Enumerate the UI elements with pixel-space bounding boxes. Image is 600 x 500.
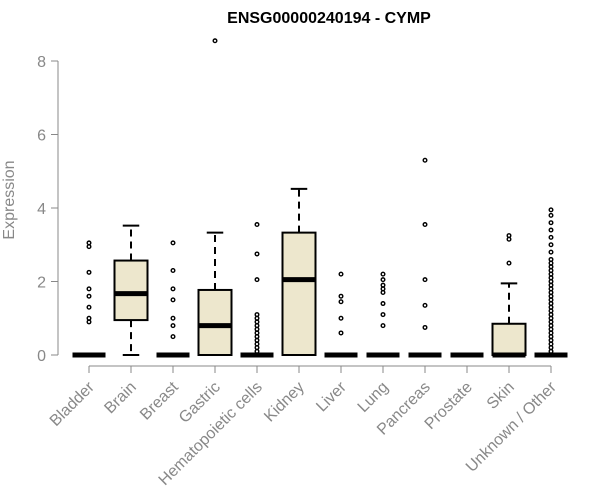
x-tick-label: Breast	[137, 378, 182, 423]
outlier-point	[548, 220, 554, 226]
outlier-point	[422, 157, 428, 163]
outlier-point	[254, 277, 260, 283]
box-rect	[281, 231, 317, 356]
outlier-point	[170, 323, 176, 329]
y-tick-label: 4	[37, 201, 46, 218]
box-unknown-other	[534, 207, 568, 358]
outlier-point	[170, 297, 176, 303]
outlier-point	[86, 293, 92, 299]
outlier-point	[170, 267, 176, 273]
y-tick-label: 0	[37, 348, 46, 365]
outlier-point	[338, 299, 344, 305]
outlier-point	[338, 315, 344, 321]
outlier-point	[422, 277, 428, 283]
outlier-point	[380, 312, 386, 318]
box-rect	[197, 288, 233, 357]
outlier-point	[548, 207, 554, 213]
outlier-point	[380, 282, 386, 288]
outlier-point	[548, 242, 554, 248]
outlier-point	[506, 260, 512, 266]
outlier-point	[422, 222, 428, 228]
outlier-point	[380, 301, 386, 307]
outlier-point	[254, 251, 260, 257]
box-gastric	[197, 38, 233, 357]
box-kidney	[281, 187, 317, 356]
outlier-point	[380, 271, 386, 277]
outlier-point	[548, 256, 554, 262]
box-breast	[156, 240, 190, 358]
outlier-point	[170, 334, 176, 340]
y-tick-label: 8	[37, 54, 46, 71]
y-axis: 0 2 4 6 8	[37, 54, 59, 365]
box-rect	[113, 259, 149, 322]
x-tick-label: Bladder	[47, 378, 98, 429]
outlier-point	[338, 293, 344, 299]
outlier-point	[548, 212, 554, 218]
box-group	[72, 38, 568, 358]
outlier-point	[548, 227, 554, 233]
y-tick-label: 2	[37, 275, 46, 292]
outlier-point	[254, 312, 260, 318]
outlier-point	[422, 302, 428, 308]
outlier-point	[254, 222, 260, 228]
outlier-point	[86, 286, 92, 292]
outlier-point	[170, 315, 176, 321]
outlier-point	[170, 286, 176, 292]
x-tick-label: Brain	[101, 379, 139, 417]
y-axis-label: Expression	[1, 160, 18, 239]
x-tick-label: Kidney	[261, 379, 308, 426]
box-hematopoietic-cells	[240, 222, 274, 358]
box-brain	[113, 224, 149, 356]
box-skin	[491, 233, 527, 358]
outlier-point	[170, 240, 176, 246]
box-liver	[324, 271, 358, 358]
outlier-point	[212, 38, 218, 44]
outlier-point	[380, 323, 386, 329]
x-tick-label: Lung	[355, 379, 392, 416]
outlier-point	[86, 240, 92, 246]
outlier-point	[86, 315, 92, 321]
outlier-point	[506, 233, 512, 239]
box-pancreas	[408, 157, 442, 358]
chart-title: ENSG00000240194 - CYMP	[227, 10, 431, 27]
outlier-point	[548, 249, 554, 255]
box-bladder	[72, 240, 106, 358]
box-rect	[491, 322, 527, 357]
outlier-point	[338, 271, 344, 277]
outlier-point	[422, 324, 428, 330]
box-lung	[366, 271, 400, 358]
outlier-point	[380, 277, 386, 283]
x-tick-label: Liver	[313, 378, 350, 415]
y-tick-label: 6	[37, 128, 46, 145]
outlier-point	[86, 269, 92, 275]
outlier-point	[86, 304, 92, 310]
outlier-point	[338, 330, 344, 336]
x-tick-label: Skin	[484, 379, 518, 413]
outlier-point	[548, 234, 554, 240]
